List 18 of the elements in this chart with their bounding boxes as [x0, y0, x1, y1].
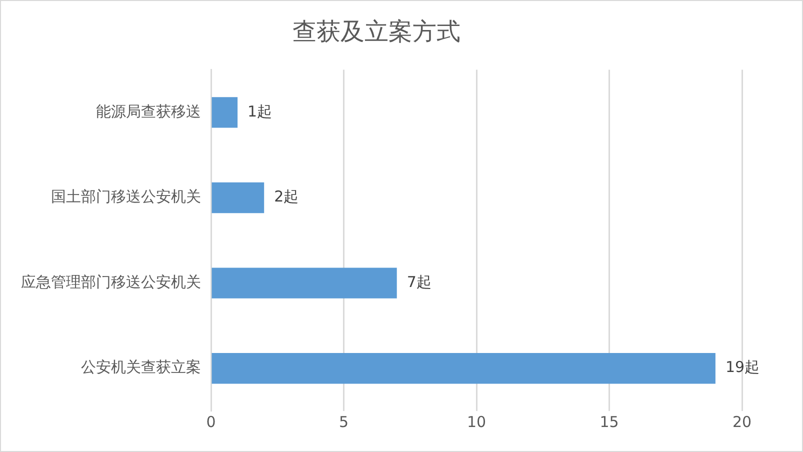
data-label: 7起 — [406, 272, 432, 291]
y-tick-label: 应急管理部门移送公安机关 — [21, 272, 201, 291]
bar — [212, 268, 397, 298]
y-tick-label: 能源局查获移送 — [96, 102, 201, 120]
chart-title: 查获及立案方式 — [292, 18, 460, 46]
data-label: 2起 — [274, 188, 299, 206]
bar — [212, 182, 264, 214]
x-tick-label: 0 — [206, 412, 216, 431]
x-tick-label: 5 — [338, 412, 349, 431]
y-tick-label: 公安机关查获立案 — [81, 358, 201, 376]
data-label: 1起 — [248, 102, 272, 120]
bar — [212, 97, 238, 128]
x-tick-label: 15 — [600, 412, 619, 431]
y-tick-label: 国土部门移送公安机关 — [51, 188, 201, 206]
x-tick-label: 20 — [732, 412, 752, 431]
data-label: 19起 — [725, 358, 760, 376]
bar — [212, 352, 716, 384]
x-tick-label: 10 — [466, 412, 486, 431]
